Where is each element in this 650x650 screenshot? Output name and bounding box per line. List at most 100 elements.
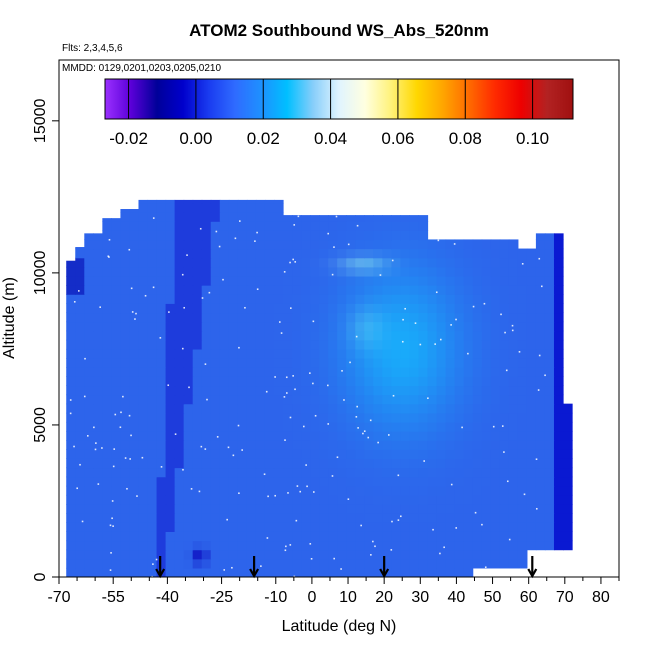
heatmap-cell	[102, 376, 112, 387]
heatmap-cell	[255, 330, 266, 341]
heatmap-cell	[499, 303, 510, 314]
heatmap-cell	[400, 421, 411, 432]
heatmap-cell	[66, 260, 76, 268]
heatmap-cell	[382, 266, 392, 277]
heatmap-cell	[156, 321, 167, 332]
heatmap-cell	[210, 549, 221, 560]
heatmap-cell	[93, 467, 103, 478]
heatmap-cell	[445, 275, 456, 286]
heatmap-cell	[228, 522, 239, 532]
heatmap-cell	[246, 504, 257, 514]
heatmap-cell	[111, 513, 122, 523]
heatmap-cell	[147, 230, 158, 241]
heatmap-cell	[553, 257, 564, 268]
heatmap-cell	[84, 394, 94, 405]
heatmap-cell	[174, 412, 185, 423]
heatmap-cell	[301, 367, 311, 377]
heatmap-cell	[328, 321, 338, 332]
heatmap-cell	[165, 540, 176, 551]
sample-point	[73, 300, 76, 303]
heatmap-cell	[427, 367, 438, 377]
heatmap-cell	[364, 458, 374, 469]
sample-point	[518, 351, 521, 353]
sample-point	[136, 495, 138, 497]
heatmap-cell	[183, 358, 194, 368]
heatmap-cell	[192, 458, 203, 469]
heatmap-cell	[301, 403, 311, 414]
heatmap-cell	[526, 385, 537, 396]
heatmap-cell	[75, 394, 85, 405]
heatmap-cell	[66, 522, 76, 532]
sample-point	[341, 370, 343, 372]
heatmap-cell	[517, 257, 528, 268]
heatmap-cell	[120, 549, 131, 560]
heatmap-cell	[535, 312, 546, 323]
heatmap-cell	[472, 549, 483, 560]
heatmap-cell	[75, 248, 85, 259]
heatmap-cell	[499, 403, 510, 414]
heatmap-cell	[219, 431, 230, 441]
sample-point	[201, 297, 204, 299]
heatmap-cell	[111, 385, 122, 396]
heatmap-cell	[400, 467, 411, 478]
sample-point	[112, 525, 114, 527]
heatmap-cell	[219, 522, 230, 532]
heatmap-cell	[481, 312, 492, 323]
heatmap-cell	[111, 394, 122, 405]
heatmap-cell	[499, 348, 510, 359]
heatmap-cell	[544, 476, 555, 487]
heatmap-cell	[544, 367, 555, 377]
sample-point	[263, 473, 266, 476]
heatmap-cell	[535, 367, 546, 377]
heatmap-cell	[292, 567, 302, 577]
heatmap-cell	[472, 239, 483, 250]
heatmap-cell	[472, 412, 483, 423]
heatmap-cell	[454, 339, 465, 350]
sample-point	[97, 483, 100, 485]
heatmap-cell	[355, 230, 365, 241]
heatmap-cell	[102, 367, 112, 377]
heatmap-cell	[228, 312, 239, 323]
heatmap-cell	[246, 376, 257, 387]
heatmap-cell	[418, 248, 429, 259]
heatmap-cell	[563, 467, 573, 478]
heatmap-cell	[337, 312, 347, 323]
heatmap-cell	[355, 239, 365, 250]
heatmap-cell	[237, 275, 248, 286]
heatmap-cell	[454, 367, 465, 377]
heatmap-cell	[427, 467, 438, 478]
heatmap-cell	[138, 330, 149, 341]
heatmap-cell	[129, 522, 140, 532]
heatmap-cell	[472, 330, 483, 341]
heatmap-cell	[192, 504, 203, 514]
heatmap-cell	[219, 549, 230, 560]
heatmap-cell	[364, 567, 374, 577]
heatmap-cell	[427, 348, 438, 359]
heatmap-cell	[535, 403, 546, 414]
heatmap-cell	[517, 285, 528, 295]
heatmap-cell	[364, 485, 374, 496]
heatmap-cell	[201, 431, 212, 441]
sample-point	[144, 294, 147, 297]
heatmap-cell	[120, 348, 131, 359]
heatmap-cell	[508, 421, 519, 432]
heatmap-cell	[129, 221, 140, 231]
heatmap-cell	[138, 248, 149, 259]
heatmap-cell	[553, 367, 564, 377]
heatmap-cell	[75, 303, 85, 314]
heatmap-cell	[355, 394, 365, 405]
heatmap-cell	[563, 421, 573, 432]
heatmap-cell	[544, 403, 555, 414]
heatmap-cell	[201, 275, 212, 286]
heatmap-cell	[138, 394, 149, 405]
heatmap-cell	[445, 321, 456, 332]
sample-point	[357, 427, 359, 429]
sample-point	[299, 490, 302, 493]
heatmap-cell	[292, 403, 302, 414]
heatmap-cell	[373, 294, 383, 304]
heatmap-cell	[273, 431, 284, 441]
heatmap-cell	[228, 199, 239, 204]
heatmap-cell	[75, 330, 85, 341]
heatmap-cell	[201, 494, 212, 505]
heatmap-cell	[138, 239, 149, 250]
